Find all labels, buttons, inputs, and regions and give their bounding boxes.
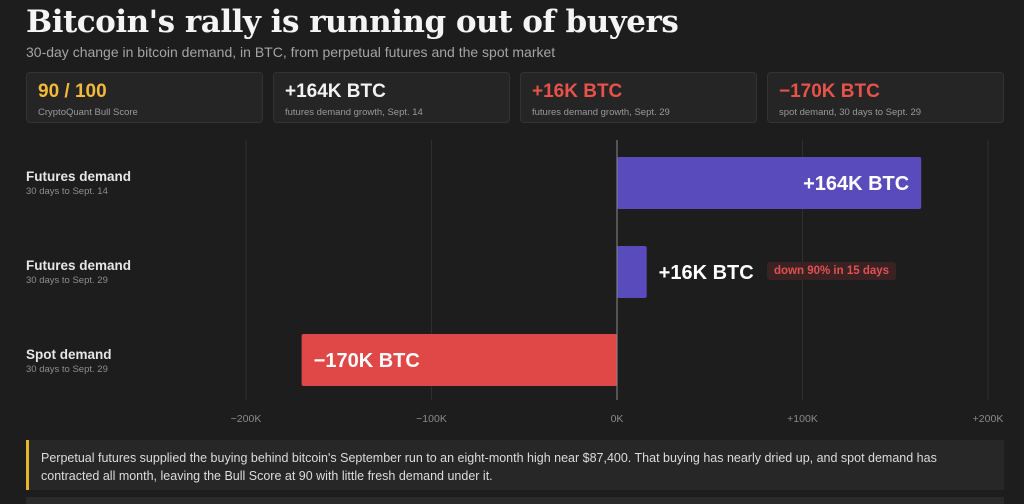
annotation-badge: down 90% in 15 days: [767, 262, 897, 280]
bar: [617, 246, 647, 298]
stat-label: futures demand growth, Sept. 29: [532, 107, 670, 118]
stat-card-bull-score: 90 / 100 CryptoQuant Bull Score: [26, 72, 263, 123]
bottom-strip: [26, 497, 1004, 504]
row-label-spot: Spot demand 30 days to Sept. 29: [26, 347, 112, 375]
row-label-name: Futures demand: [26, 169, 132, 184]
stat-label: CryptoQuant Bull Score: [38, 107, 138, 118]
footnote-callout: Perpetual futures supplied the buying be…: [26, 440, 1004, 490]
stat-card-futures-sept14: +164K BTC futures demand growth, Sept. 1…: [273, 72, 510, 123]
x-tick-label: −200K: [231, 413, 262, 425]
row-label-sub: 30 days to Sept. 29: [26, 364, 108, 375]
bar: [617, 157, 922, 209]
bar-chart: +164K BTC +16K BTC −170K BTC −200K −100K 0K +1…: [231, 140, 1004, 425]
data-label: +164K BTC: [803, 173, 909, 195]
stat-value: +164K BTC: [285, 81, 386, 102]
row-label-sub: 30 days to Sept. 29: [26, 275, 108, 286]
x-tick-label: −100K: [416, 413, 447, 425]
page-subtitle: 30-day change in bitcoin demand, in BTC,…: [26, 44, 556, 60]
row-label-name: Futures demand: [26, 258, 132, 273]
stat-value: 90 / 100: [38, 81, 107, 102]
row-label-name: Spot demand: [26, 347, 112, 362]
data-label: +16K BTC: [659, 262, 754, 284]
x-tick-label: +200K: [973, 413, 1004, 425]
stat-card-spot-demand: −170K BTC spot demand, 30 days to Sept. …: [767, 72, 1004, 123]
stat-card-futures-sept29: +16K BTC futures demand growth, Sept. 29: [520, 72, 757, 123]
row-label-futures-sept29: Futures demand 30 days to Sept. 29: [26, 258, 131, 286]
stat-cards: 90 / 100 CryptoQuant Bull Score +164K BT…: [26, 72, 1004, 123]
row-label-futures-sept14: Futures demand 30 days to Sept. 14: [26, 169, 131, 197]
stat-value: +16K BTC: [532, 81, 623, 102]
page-title: Bitcoin's rally is running out of buyers: [26, 4, 679, 40]
row-label-sub: 30 days to Sept. 14: [26, 186, 108, 197]
data-label: −170K BTC: [314, 350, 420, 372]
bar: [301, 334, 617, 386]
stat-label: futures demand growth, Sept. 14: [285, 107, 423, 118]
x-tick-label: 0K: [611, 413, 624, 425]
stat-label: spot demand, 30 days to Sept. 29: [779, 107, 922, 118]
stat-value: −170K BTC: [779, 81, 880, 102]
x-tick-label: +100K: [787, 413, 818, 425]
